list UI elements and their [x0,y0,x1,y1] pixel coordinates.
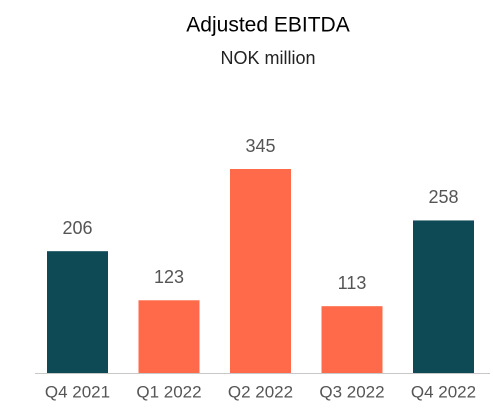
x-tick-label: Q4 2021 [45,382,110,401]
value-label: 113 [338,273,367,293]
bar [413,220,474,373]
value-label: 206 [62,218,92,238]
value-label: 345 [245,136,275,156]
value-label: 123 [154,267,184,287]
bar [321,306,383,373]
x-tick-label: Q1 2022 [136,382,201,401]
x-tick-label: Q2 2022 [228,382,293,401]
value-label: 258 [428,187,458,207]
x-tick-label: Q4 2022 [411,382,476,401]
bar [138,300,200,373]
x-tick-label: Q3 2022 [319,382,384,401]
chart-title: Adjusted EBITDA [186,14,349,37]
bar [230,169,291,373]
bar [47,251,108,373]
chart-subtitle: NOK million [220,48,315,68]
